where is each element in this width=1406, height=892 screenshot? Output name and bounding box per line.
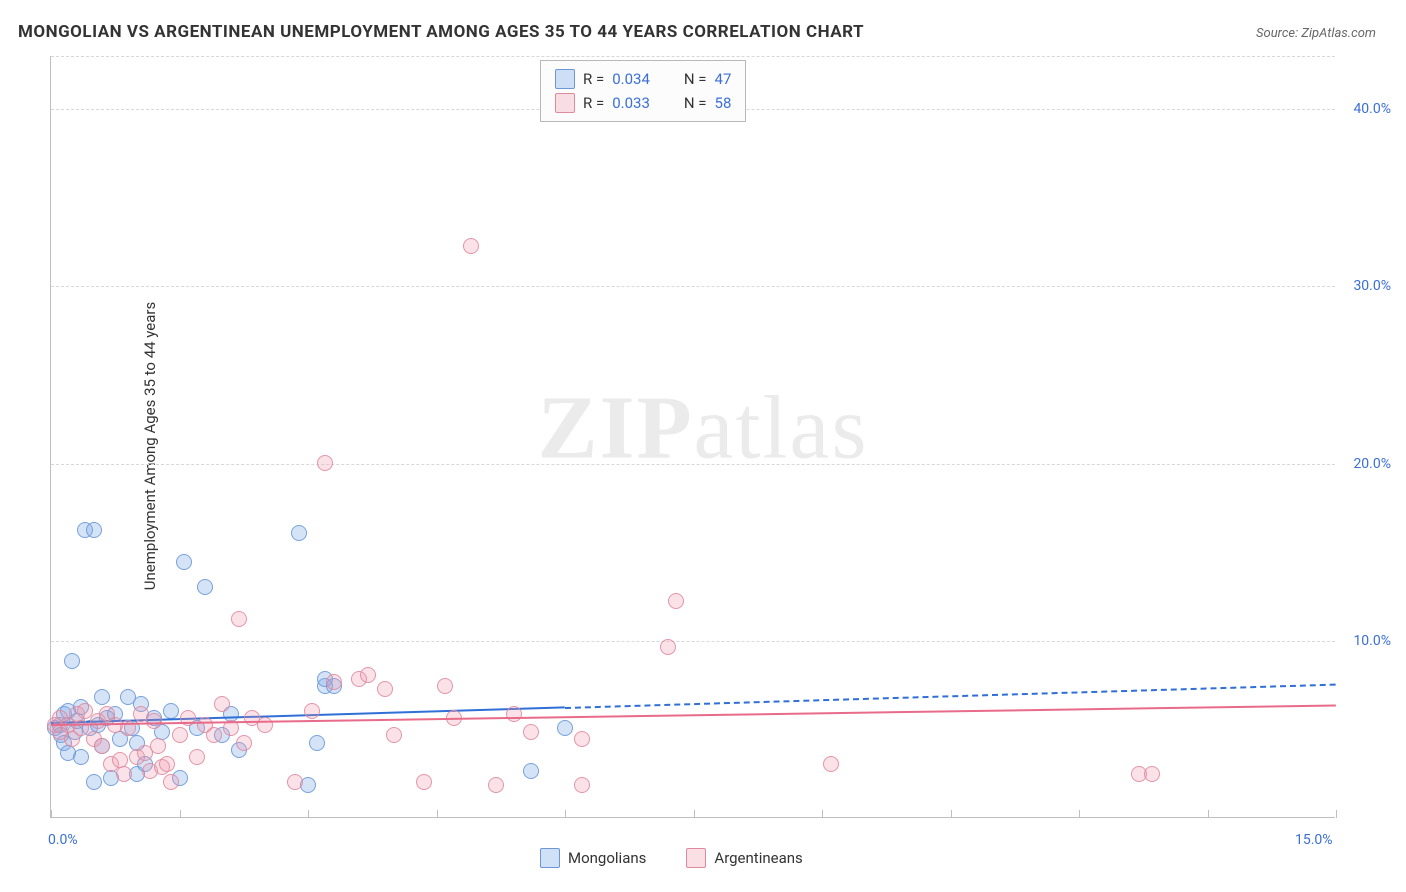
marker-argentineans	[660, 639, 676, 655]
marker-argentineans	[326, 674, 342, 690]
marker-argentineans	[214, 696, 230, 712]
x-tick	[822, 810, 823, 818]
marker-argentineans	[94, 738, 110, 754]
y-tick-label: 20.0%	[1353, 456, 1391, 472]
legend-r-value: 0.033	[612, 91, 650, 115]
marker-mongolians	[291, 525, 307, 541]
legend-r-label: R =	[583, 91, 604, 115]
bottom-legend-argentineans: Argentineans	[686, 848, 802, 868]
marker-argentineans	[159, 756, 175, 772]
marker-argentineans	[116, 766, 132, 782]
gridline	[51, 641, 1335, 642]
marker-mongolians	[197, 579, 213, 595]
marker-argentineans	[360, 667, 376, 683]
swatch-mongolians	[540, 848, 560, 868]
x-tick	[437, 810, 438, 818]
legend-n-value: 47	[715, 67, 732, 91]
legend-row-mongolians: R = 0.034 N = 47	[555, 67, 731, 91]
x-end-label: 15.0%	[1295, 832, 1333, 848]
marker-argentineans	[386, 727, 402, 743]
marker-mongolians	[309, 735, 325, 751]
marker-mongolians	[176, 554, 192, 570]
x-tick	[565, 810, 566, 818]
source-label: Source: ZipAtlas.com	[1256, 26, 1376, 41]
legend-n-label: N =	[684, 67, 707, 91]
marker-argentineans	[437, 678, 453, 694]
x-tick	[1208, 810, 1209, 818]
marker-argentineans	[317, 455, 333, 471]
marker-mongolians	[94, 689, 110, 705]
swatch-argentineans	[686, 848, 706, 868]
marker-argentineans	[206, 727, 222, 743]
stats-legend: R = 0.034 N = 47 R = 0.033 N = 58	[540, 60, 746, 122]
marker-mongolians	[557, 720, 573, 736]
marker-mongolians	[163, 703, 179, 719]
marker-argentineans	[231, 611, 247, 627]
marker-mongolians	[86, 774, 102, 790]
gridline	[51, 56, 1335, 57]
chart-title: MONGOLIAN VS ARGENTINEAN UNEMPLOYMENT AM…	[18, 22, 864, 42]
marker-argentineans	[287, 774, 303, 790]
marker-argentineans	[506, 706, 522, 722]
bottom-legend-mongolians: Mongolians	[540, 848, 646, 868]
legend-n-label: N =	[684, 91, 707, 115]
marker-argentineans	[236, 735, 252, 751]
legend-row-argentineans: R = 0.033 N = 58	[555, 91, 731, 115]
x-tick	[308, 810, 309, 818]
marker-argentineans	[1144, 766, 1160, 782]
marker-mongolians	[86, 522, 102, 538]
marker-argentineans	[377, 681, 393, 697]
marker-argentineans	[523, 724, 539, 740]
marker-argentineans	[304, 703, 320, 719]
x-origin-label: 0.0%	[48, 832, 78, 848]
marker-argentineans	[463, 238, 479, 254]
marker-argentineans	[257, 717, 273, 733]
legend-r-value: 0.034	[612, 67, 650, 91]
plot-area: 10.0%20.0%30.0%40.0%	[50, 56, 1335, 818]
chart-container: MONGOLIAN VS ARGENTINEAN UNEMPLOYMENT AM…	[0, 0, 1406, 892]
trendline-mongolians-dashed	[565, 683, 1336, 708]
marker-argentineans	[574, 731, 590, 747]
swatch-argentineans	[555, 93, 575, 113]
marker-mongolians	[64, 653, 80, 669]
legend-r-label: R =	[583, 67, 604, 91]
marker-mongolians	[73, 749, 89, 765]
legend-n-value: 58	[715, 91, 732, 115]
marker-argentineans	[488, 777, 504, 793]
gridline	[51, 464, 1335, 465]
marker-argentineans	[416, 774, 432, 790]
marker-mongolians	[523, 763, 539, 779]
series-legend: Mongolians Argentineans	[540, 848, 803, 868]
y-tick-label: 40.0%	[1353, 101, 1391, 117]
marker-argentineans	[172, 727, 188, 743]
x-tick	[180, 810, 181, 818]
x-tick	[951, 810, 952, 818]
marker-argentineans	[146, 713, 162, 729]
x-tick	[1336, 810, 1337, 818]
marker-argentineans	[823, 756, 839, 772]
x-tick	[1079, 810, 1080, 818]
marker-argentineans	[189, 749, 205, 765]
series-name: Mongolians	[568, 849, 646, 867]
marker-argentineans	[668, 593, 684, 609]
marker-argentineans	[150, 738, 166, 754]
series-name: Argentineans	[714, 849, 802, 867]
swatch-mongolians	[555, 69, 575, 89]
marker-argentineans	[574, 777, 590, 793]
y-tick-label: 30.0%	[1353, 278, 1391, 294]
y-tick-label: 10.0%	[1353, 633, 1391, 649]
x-tick	[694, 810, 695, 818]
marker-argentineans	[163, 774, 179, 790]
x-tick	[51, 810, 52, 818]
gridline	[51, 286, 1335, 287]
